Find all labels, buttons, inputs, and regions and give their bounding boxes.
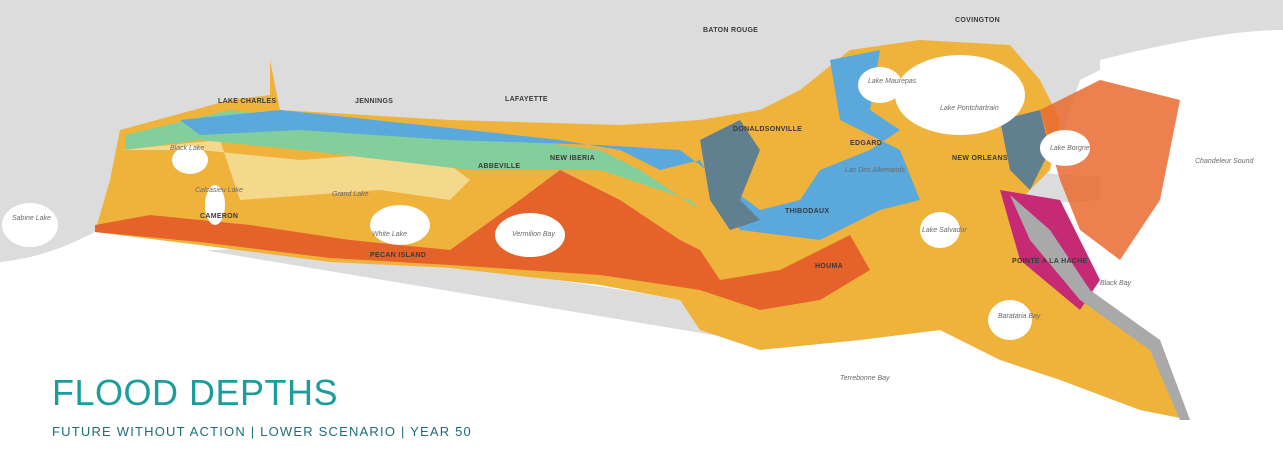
water-label: Chandeleur Sound <box>1195 158 1254 165</box>
water-label: Lac Des Allemands <box>845 167 906 174</box>
flood-band-shallow <box>125 110 720 230</box>
title: FLOOD DEPTHS <box>52 372 338 413</box>
water-label: White Lake <box>372 231 407 238</box>
city-label: HOUMA <box>815 263 843 270</box>
lake <box>920 212 960 248</box>
city-label: POINTE A LA HACHE <box>1012 258 1088 265</box>
ocean <box>0 232 1283 454</box>
water-label: Calcasieu Lake <box>195 187 243 194</box>
water-label: Lake Borgne <box>1050 145 1090 152</box>
lake <box>1040 130 1090 166</box>
water-label: Sabine Lake <box>12 215 51 222</box>
flood-band-protected <box>700 120 760 230</box>
lake <box>172 146 208 174</box>
water-label: Vermilion Bay <box>512 231 555 238</box>
city-label: JENNINGS <box>355 98 393 105</box>
water-label: Terrebonne Bay <box>840 375 890 382</box>
lake <box>858 67 902 103</box>
city-label: ABBEVILLE <box>478 163 520 170</box>
water-label: Barataria Bay <box>998 313 1041 320</box>
water-label: Black Bay <box>1100 280 1132 287</box>
flood-band-protected <box>1000 110 1050 190</box>
flood-band-high <box>95 170 870 310</box>
water-label: Lake Salvador <box>922 227 967 234</box>
city-label: THIBODAUX <box>785 208 829 215</box>
city-label: PECAN ISLAND <box>370 252 426 259</box>
water-label: Lake Maurepas <box>868 78 917 85</box>
river <box>1010 195 1190 420</box>
water-label: Lake Pontchartrain <box>940 105 999 112</box>
lake <box>495 213 565 257</box>
lake <box>205 185 225 225</box>
lake <box>988 300 1032 340</box>
city-label: DONALDSONVILLE <box>733 126 802 133</box>
city-label: NEW IBERIA <box>550 155 595 162</box>
city-label: NEW ORLEANS <box>952 155 1008 162</box>
lake <box>895 55 1025 135</box>
city-label: LAKE CHARLES <box>218 98 276 105</box>
city-label: LAFAYETTE <box>505 96 548 103</box>
lake <box>370 205 430 245</box>
water-label: Black Lake <box>170 145 204 152</box>
water-label: Grand Lake <box>332 191 369 198</box>
city-label: COVINGTON <box>955 17 1000 24</box>
city-label: EDGARD <box>850 140 882 147</box>
city-label: BATON ROUGE <box>703 27 758 34</box>
flood-band-high <box>1040 80 1180 260</box>
lake <box>2 203 58 247</box>
city-label: CAMERON <box>200 213 238 220</box>
subtitle: FUTURE WITHOUT ACTION | LOWER SCENARIO |… <box>52 424 472 439</box>
